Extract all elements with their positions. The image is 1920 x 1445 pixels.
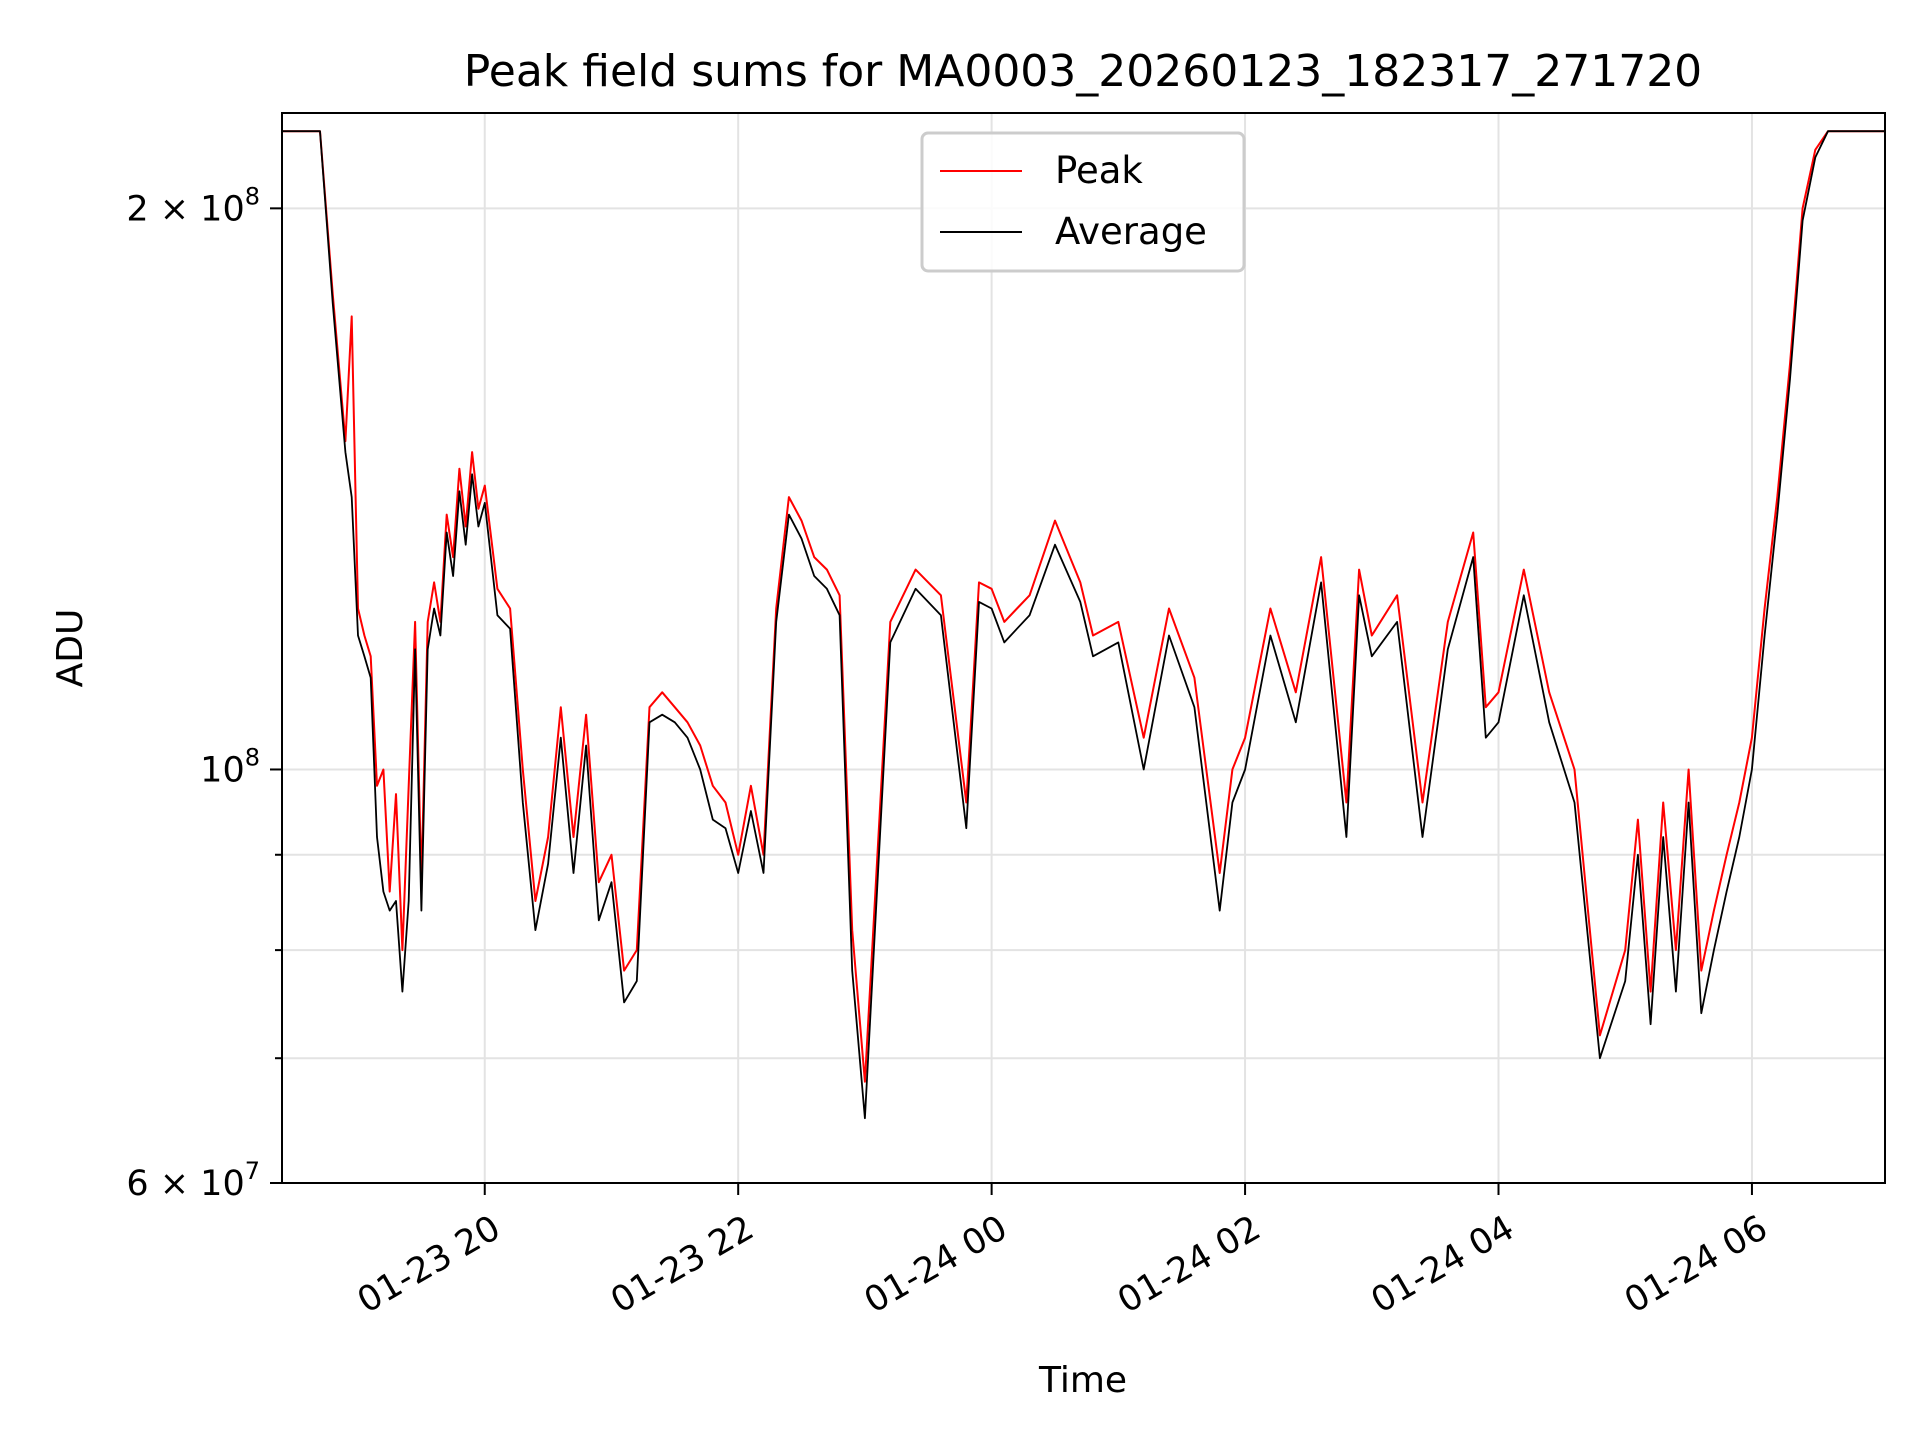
y-axis-ticks: 2 × 108 108 6 × 107 [126,182,282,1204]
chart-title: Peak field sums for MA0003_20260123_1823… [464,46,1702,97]
plot-area-frame [281,112,1886,1184]
legend-label-average: Average [1055,210,1207,253]
x-axis-label: Time [1038,1360,1127,1401]
legend: Peak Average [920,131,1246,273]
y-tick-label: 2 × 108 [126,182,260,229]
series-line-average [281,130,1886,1120]
y-axis-label: ADU [50,609,91,688]
y-tick-label: 6 × 107 [126,1157,260,1204]
legend-label-peak: Peak [1055,149,1143,192]
y-tick-label: 108 [200,743,260,790]
legend-frame [920,131,1246,273]
series-layer [281,130,1886,1120]
